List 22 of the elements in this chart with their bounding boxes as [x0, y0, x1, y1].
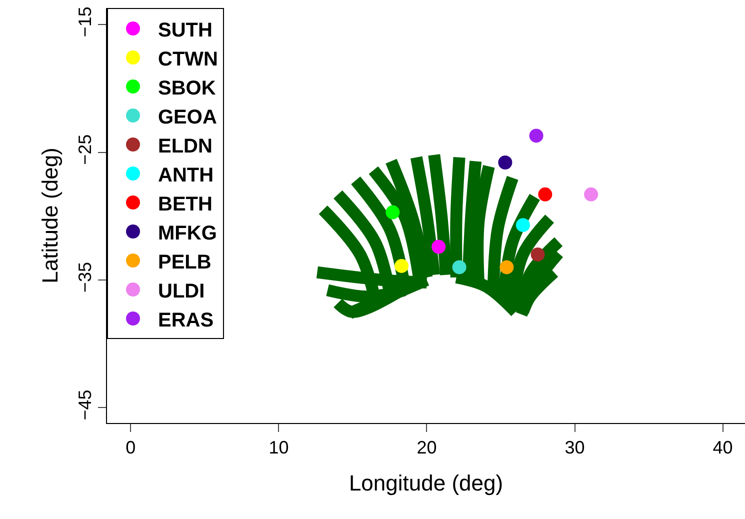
- legend-label: ULDI: [158, 280, 205, 302]
- legend-label: SUTH: [158, 19, 212, 42]
- x-tick-label: 40: [712, 438, 733, 458]
- legend-label: ANTH: [158, 164, 214, 186]
- legend-label: SBOK: [158, 77, 216, 100]
- y-tick-label: −15: [74, 6, 95, 38]
- y-axis-title: Latitude (deg): [38, 148, 63, 284]
- legend-label: ELDN: [158, 135, 212, 158]
- x-tick-label: 0: [126, 438, 136, 458]
- legend-label: CTWN: [158, 48, 218, 70]
- x-axis-title: Longitude (deg): [348, 470, 504, 496]
- x-tick-label: 20: [416, 438, 437, 458]
- legend-label: MFKG: [158, 222, 217, 244]
- legend-label: GEOA: [158, 106, 217, 128]
- y-tick-label: −35: [74, 262, 95, 293]
- x-tick-label: 30: [564, 438, 585, 458]
- y-tick-label: −45: [74, 390, 95, 420]
- legend-label: ERAS: [158, 309, 214, 332]
- x-tick-label: 10: [268, 438, 289, 458]
- legend-label: PELB: [158, 251, 212, 274]
- y-tick-label: −25: [74, 134, 95, 165]
- legend-label: BETH: [158, 193, 212, 216]
